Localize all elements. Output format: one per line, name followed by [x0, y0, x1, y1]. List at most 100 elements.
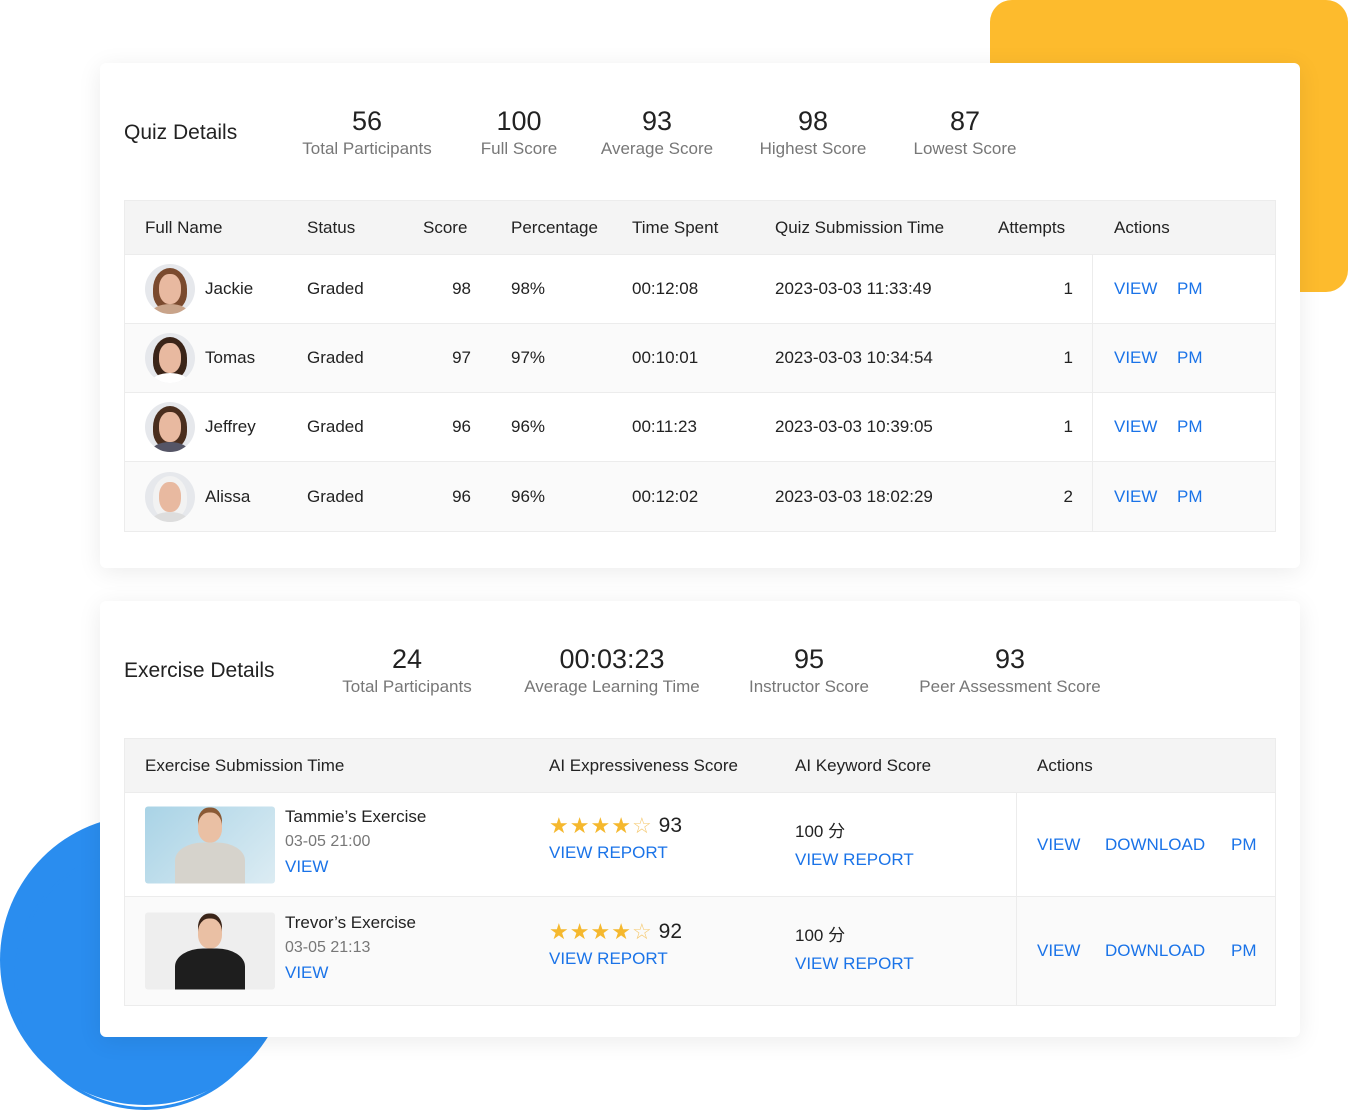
quiz-table-header: Full Name Status Score Percentage Time S…: [125, 201, 1275, 255]
view-button[interactable]: VIEW: [1114, 279, 1158, 298]
cell-submission-time: 2023-03-03 10:39:05: [775, 417, 933, 436]
pm-button[interactable]: PM: [1231, 834, 1257, 854]
view-button[interactable]: VIEW: [1114, 348, 1158, 367]
col-ai-keyword: AI Keyword Score: [795, 755, 932, 775]
stat-ex-total-participants: 24 Total Participants: [342, 644, 472, 696]
cell-submission-time: 2023-03-03 18:02:29: [775, 486, 933, 506]
exercise-time: 03-05 21:13: [285, 939, 371, 956]
exercise-table-row: Trevor’s Exercise 03-05 21:13 VIEW ★★★★☆…: [125, 897, 1275, 1005]
star-empty-icon: ☆: [631, 813, 653, 838]
pm-button[interactable]: PM: [1177, 417, 1203, 436]
cell-time-spent: 00:10:01: [632, 348, 699, 367]
ai-view-report-link[interactable]: VIEW REPORT: [549, 843, 668, 862]
cell-submission-time: 2023-03-03 10:34:54: [775, 348, 933, 367]
avatar: [145, 471, 195, 522]
col-percentage: Percentage: [511, 217, 598, 237]
quiz-table: Full Name Status Score Percentage Time S…: [124, 200, 1276, 532]
cell-time-spent: 00:11:23: [632, 417, 697, 436]
stat-average-score: 93 Average Score: [600, 106, 714, 158]
exercise-table-header: Exercise Submission Time AI Expressivene…: [125, 739, 1275, 793]
exercise-view-link[interactable]: VIEW: [285, 963, 329, 982]
star-filled-icon: ★: [590, 813, 612, 838]
col-time-spent: Time Spent: [632, 217, 719, 237]
view-button[interactable]: VIEW: [1037, 834, 1081, 854]
col-ex-actions: Actions: [1037, 755, 1093, 775]
cell-name: Jeffrey: [205, 417, 256, 436]
cell-time-spent: 00:12:02: [632, 486, 699, 506]
col-submission-time: Quiz Submission Time: [775, 217, 945, 237]
exercise-view-link[interactable]: VIEW: [285, 857, 329, 876]
cell-name: Jackie: [205, 279, 254, 298]
pm-button[interactable]: PM: [1177, 486, 1203, 506]
quiz-details-card: Quiz Details 56 Total Participants 100 Ful…: [100, 63, 1300, 568]
quiz-table-row: Tomas Graded 97 97% 00:10:01 2023-03-03 …: [125, 324, 1275, 393]
cell-attempts: 1: [1063, 417, 1073, 436]
cell-score: 96: [452, 486, 471, 506]
rating-stars: ★★★★☆: [549, 813, 653, 839]
keyword-view-report-link[interactable]: VIEW REPORT: [795, 954, 914, 973]
avatar: [145, 402, 195, 452]
exercise-thumbnail[interactable]: [145, 806, 275, 883]
col-score: Score: [423, 217, 468, 237]
cell-attempts: 1: [1063, 348, 1073, 367]
ai-view-report-link[interactable]: VIEW REPORT: [549, 949, 668, 968]
view-button[interactable]: VIEW: [1037, 941, 1081, 960]
star-filled-icon: ★: [549, 813, 570, 838]
exercise-title: Exercise Details: [124, 659, 275, 682]
exercise-time: 03-05 21:00: [285, 833, 371, 850]
quiz-table-row: Alissa Graded 96 96% 00:12:02 2023-03-03…: [125, 462, 1275, 531]
download-button[interactable]: DOWNLOAD: [1105, 941, 1206, 960]
pm-button[interactable]: PM: [1177, 348, 1203, 367]
quiz-table-row: Jackie Graded 98 98% 00:12:08 2023-03-03…: [125, 255, 1275, 324]
cell-name: Alissa: [205, 486, 251, 506]
cell-score: 98: [452, 279, 471, 298]
cell-submission-time: 2023-03-03 11:33:49: [775, 279, 932, 298]
col-actions: Actions: [1114, 217, 1170, 237]
exercise-table-row: Tammie’s Exercise 03-05 21:00 VIEW ★★★★☆…: [125, 793, 1275, 897]
view-button[interactable]: VIEW: [1114, 486, 1158, 506]
ai-score: 93: [658, 814, 683, 837]
star-filled-icon: ★: [569, 919, 591, 944]
cell-percentage: 96%: [511, 486, 546, 506]
quiz-title: Quiz Details: [124, 121, 238, 144]
col-attempts: Attempts: [998, 217, 1066, 237]
stat-peer-score: 93 Peer Assessment Score: [919, 644, 1101, 696]
download-button[interactable]: DOWNLOAD: [1105, 834, 1206, 854]
stat-total-participants: 56 Total Participants: [302, 106, 432, 158]
avatar: [145, 333, 195, 383]
cell-attempts: 1: [1063, 279, 1073, 298]
star-filled-icon: ★: [590, 919, 612, 944]
col-full-name: Full Name: [145, 217, 223, 237]
star-filled-icon: ★: [611, 813, 632, 838]
pm-button[interactable]: PM: [1231, 941, 1257, 960]
exercise-name: Tammie’s Exercise: [285, 807, 427, 826]
exercise-thumbnail[interactable]: [145, 912, 275, 990]
cell-time-spent: 00:12:08: [632, 279, 699, 298]
exercise-name: Trevor’s Exercise: [285, 913, 416, 932]
rating-stars: ★★★★☆: [549, 919, 653, 945]
quiz-table-row: Jeffrey Graded 96 96% 00:11:23 2023-03-0…: [125, 393, 1275, 462]
stat-lowest-score: 87 Lowest Score: [913, 106, 1017, 158]
ai-score: 92: [658, 920, 683, 943]
col-status: Status: [307, 217, 356, 237]
cell-status: Graded: [307, 279, 364, 298]
cell-name: Tomas: [205, 348, 256, 367]
exercise-details-card: Exercise Details 24 Total Participants 00…: [100, 601, 1300, 1037]
cell-percentage: 97%: [511, 348, 546, 367]
cell-score: 97: [452, 348, 471, 367]
stat-avg-learning-time: 00:03:23 Average Learning Time: [524, 644, 700, 696]
star-filled-icon: ★: [569, 813, 591, 838]
keyword-score: 100 分: [795, 822, 846, 841]
stat-full-score: 100 Full Score: [480, 106, 558, 158]
star-filled-icon: ★: [611, 919, 632, 944]
cell-score: 96: [452, 417, 471, 436]
keyword-score: 100 分: [795, 926, 846, 945]
view-button[interactable]: VIEW: [1114, 417, 1158, 436]
cell-status: Graded: [307, 486, 364, 506]
avatar: [145, 264, 195, 314]
cell-status: Graded: [307, 348, 364, 367]
keyword-view-report-link[interactable]: VIEW REPORT: [795, 850, 914, 869]
col-ex-submission: Exercise Submission Time: [145, 755, 345, 775]
col-ai-expressiveness: AI Expressiveness Score: [549, 755, 738, 775]
pm-button[interactable]: PM: [1177, 279, 1203, 298]
